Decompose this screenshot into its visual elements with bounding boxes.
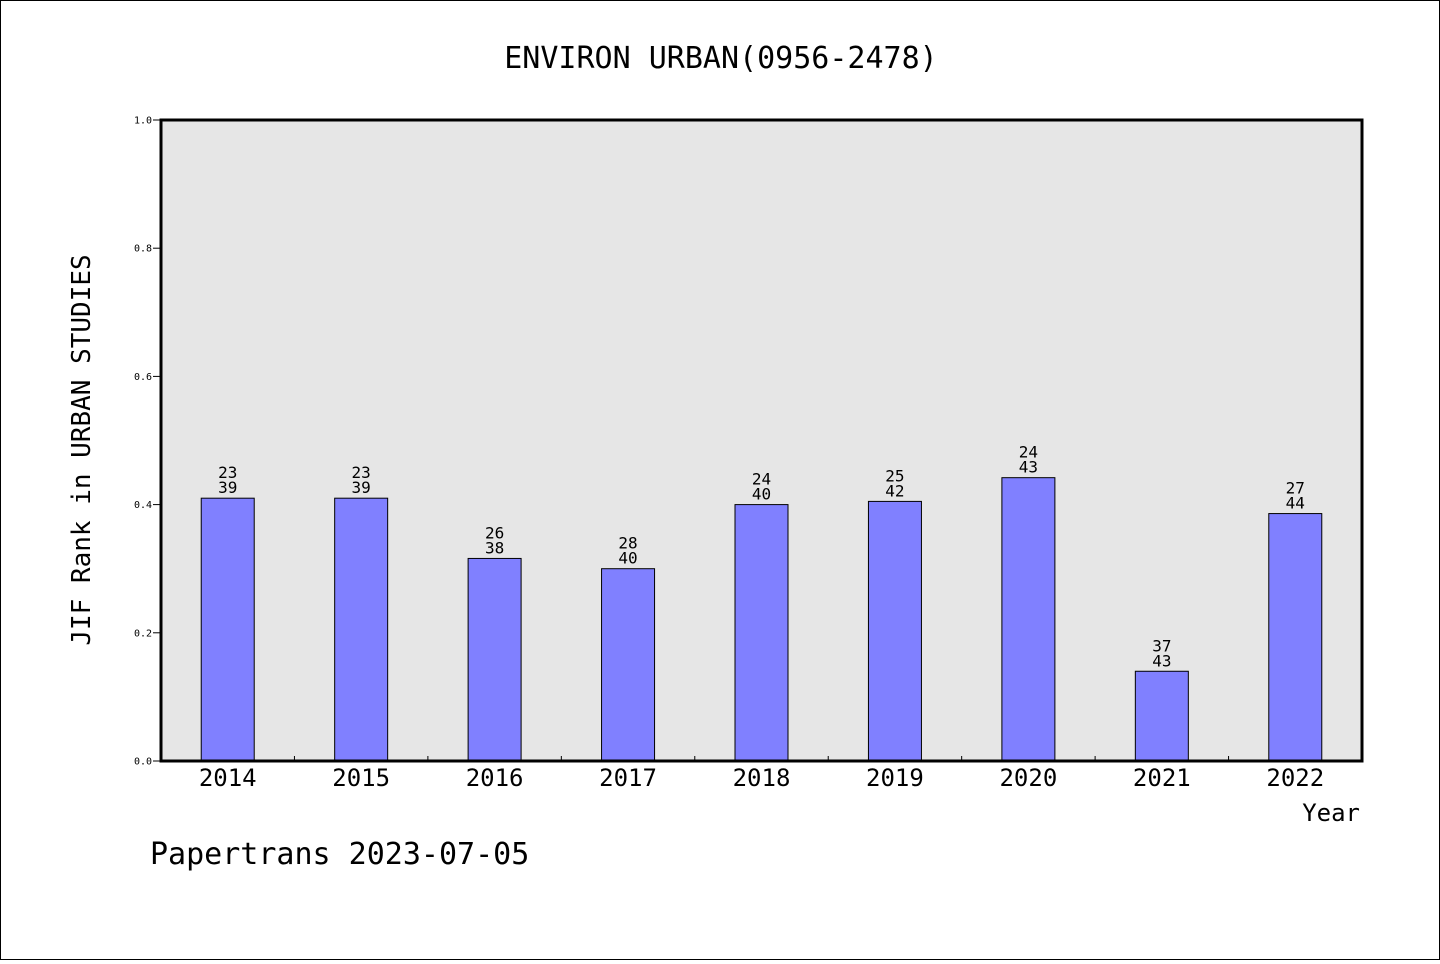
y-tick-label: 0.0 — [134, 757, 152, 768]
bar-rank-label: 24 — [752, 470, 771, 489]
x-tick-label: 2014 — [199, 764, 257, 792]
bar-total-label: 43 — [1019, 458, 1038, 477]
y-tick-label: 0.4 — [134, 500, 152, 511]
y-tick-label: 1.0 — [134, 116, 152, 127]
bar-2018 — [734, 504, 789, 762]
y-axis-label: JIF Rank in URBAN STUDIES — [67, 254, 97, 645]
bars-group — [200, 477, 1323, 762]
bar-rank-label: 23 — [352, 463, 371, 482]
bar-rank-label: 25 — [885, 466, 904, 485]
bar-2021 — [1134, 670, 1189, 762]
bar-total-label: 40 — [618, 549, 637, 568]
x-tick-label: 2015 — [332, 764, 390, 792]
bar-rank-label: 23 — [218, 463, 237, 482]
bar-total-label: 38 — [485, 538, 504, 557]
bar-rank-label: 26 — [485, 523, 504, 542]
bar-2017 — [601, 568, 656, 762]
bar-rank-label: 28 — [618, 534, 637, 553]
bar-rank-label: 27 — [1286, 479, 1305, 498]
x-tick-label: 2016 — [466, 764, 524, 792]
bar-2022 — [1268, 513, 1323, 762]
x-tick-label: 2022 — [1266, 764, 1324, 792]
bar-2014 — [200, 497, 255, 762]
bar-total-label: 44 — [1286, 494, 1305, 513]
x-axis: 2014 2015 2016 2017 2018 2019 2020 2021 2022 — [199, 756, 1324, 792]
bar-2019 — [867, 500, 922, 762]
x-tick-label: 2021 — [1133, 764, 1191, 792]
bar-total-label: 42 — [885, 481, 904, 500]
y-tick-label: 0.8 — [134, 244, 152, 255]
bar-total-label: 39 — [218, 478, 237, 497]
bar-total-label: 40 — [752, 485, 771, 504]
x-tick-label: 2020 — [999, 764, 1057, 792]
x-tick-label: 2018 — [733, 764, 791, 792]
bar-2015 — [334, 497, 389, 762]
bar-rank-label: 24 — [1019, 443, 1038, 462]
x-tick-label: 2017 — [599, 764, 657, 792]
footer-text: Papertrans 2023-07-05 — [150, 837, 529, 872]
x-axis-label: Year — [1302, 799, 1360, 827]
bar-rank-label: 37 — [1152, 636, 1171, 655]
bar-total-label: 39 — [352, 478, 371, 497]
bar-total-label: 43 — [1152, 651, 1171, 670]
bar-2020 — [1001, 477, 1056, 762]
y-axis: 0.0 0.2 0.4 0.6 0.8 1.0 — [134, 116, 161, 768]
x-tick-label: 2019 — [866, 764, 924, 792]
y-tick-label: 0.2 — [134, 628, 152, 639]
chart-title: ENVIRON URBAN(0956-2478) — [504, 41, 937, 76]
y-tick-label: 0.6 — [134, 372, 152, 383]
bar-2016 — [467, 557, 522, 762]
plot-border — [159, 118, 1364, 763]
